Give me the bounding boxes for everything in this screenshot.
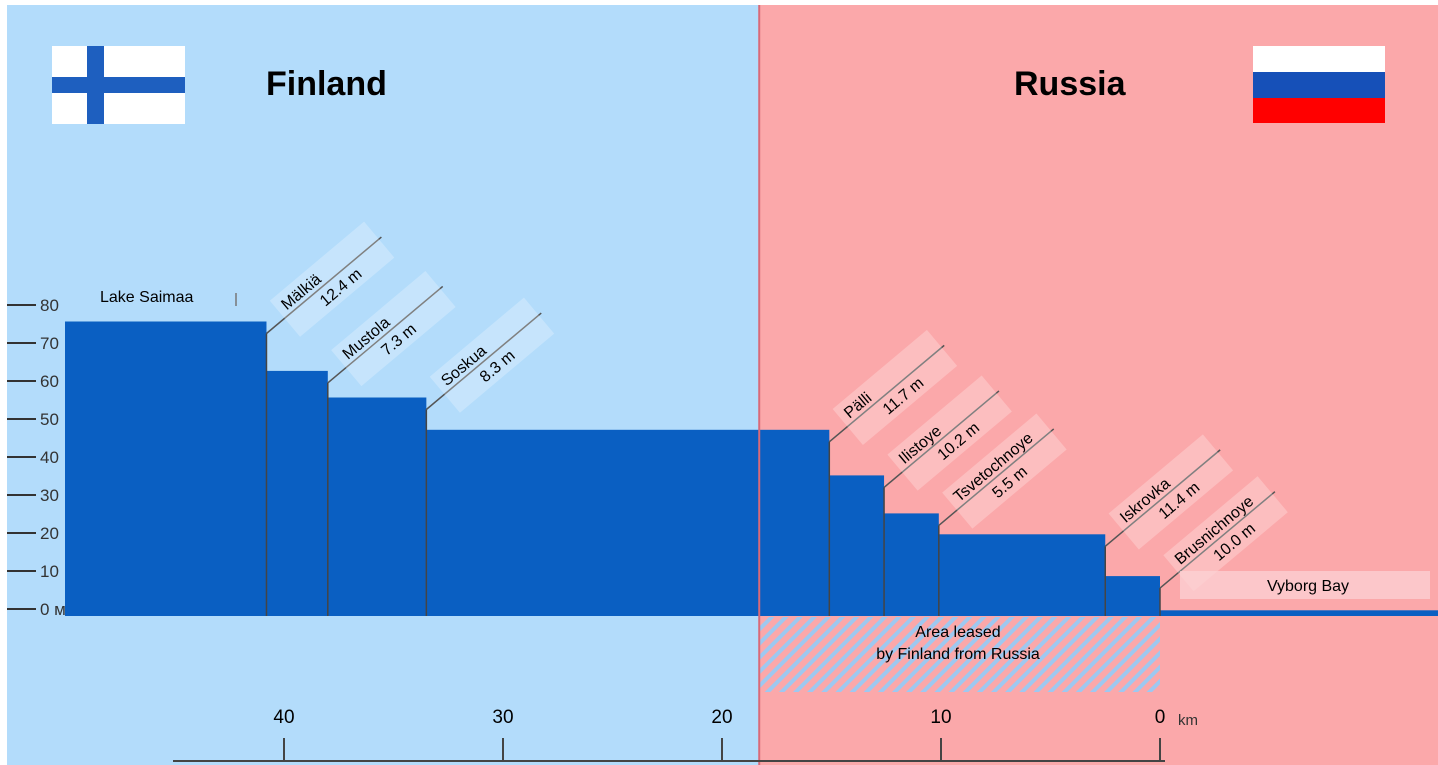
- lock-label-box: [832, 329, 958, 445]
- country-title-russia: Russia: [1014, 65, 1127, 103]
- lock-leader-line: [1104, 449, 1221, 547]
- lock-leader-line: [938, 428, 1055, 526]
- lock-label-box: [887, 375, 1012, 491]
- russia-flag-icon: [1253, 46, 1385, 123]
- lock-leader-line: [425, 312, 542, 411]
- distance-tick-label: 0: [1155, 707, 1166, 728]
- lock-label-group: Pälli 11.7 m: [832, 329, 958, 445]
- height-tick-label: 10: [40, 562, 59, 581]
- leased-area: [759, 617, 1160, 692]
- lock-leader-line: [828, 344, 945, 443]
- height-tick-label: 40: [40, 448, 59, 467]
- lock-label-box: [1108, 434, 1234, 550]
- lock-leader-line: [1159, 491, 1276, 589]
- water-segment: [829, 475, 885, 616]
- height-tick-label: 20: [40, 524, 59, 543]
- leased-area-label-line2: by Finland from Russia: [876, 646, 1040, 663]
- water-levels: [65, 5, 1438, 765]
- leased-area-label-line1: Area leased: [915, 624, 1000, 641]
- distance-axis: 40 30 20 10 0: [173, 707, 1166, 762]
- lock-leader-line: [327, 285, 444, 384]
- water-segment: [938, 534, 1106, 616]
- water-segment: [1160, 610, 1438, 616]
- height-tick-label: 80: [40, 296, 59, 315]
- distance-tick-label: 20: [711, 707, 732, 728]
- water-segment: [426, 429, 830, 616]
- height-axis: 80 70 60 50 40 30 20 10 0 м: [7, 296, 66, 619]
- distance-tick-label: 30: [492, 707, 513, 728]
- lake-saimaa-label: Lake Saimaa: [100, 289, 193, 306]
- height-tick-label: 30: [40, 486, 59, 505]
- water-segment: [327, 397, 427, 616]
- vyborg-bay-label-box: Vyborg Bay: [1180, 571, 1430, 599]
- lock-leader-line: [265, 236, 382, 335]
- lock-label-box: [269, 221, 395, 337]
- lock-label-box: [1163, 476, 1288, 592]
- distance-tick-label: 40: [273, 707, 294, 728]
- lock-label-box: [942, 413, 1067, 529]
- height-tick-label: 0 м: [40, 600, 66, 619]
- water-segment: [884, 513, 939, 616]
- country-title-finland: Finland: [266, 65, 387, 103]
- finland-flag-icon: [52, 46, 185, 124]
- vyborg-bay-label: Vyborg Bay: [1267, 578, 1349, 595]
- height-tick-label: 50: [40, 410, 59, 429]
- lock-leader-line: [883, 390, 1000, 488]
- water-segment: [266, 370, 328, 616]
- height-tick-label: 70: [40, 334, 59, 353]
- water-segment: [1105, 576, 1160, 616]
- height-tick-label: 60: [40, 372, 59, 391]
- distance-tick-label: 10: [930, 707, 951, 728]
- lock-label-box: [331, 271, 456, 387]
- distance-unit-label: km: [1178, 712, 1198, 729]
- lock-label-box: [429, 297, 555, 413]
- water-segment: [65, 321, 267, 616]
